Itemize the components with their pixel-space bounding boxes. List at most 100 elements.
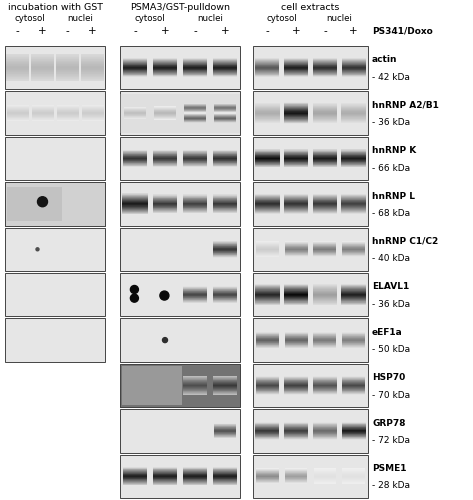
Bar (7, 186, 62, 222)
Bar (32, 108, 53, 110)
Bar (313, 102, 337, 103)
Bar (56, 113, 79, 114)
Bar (213, 472, 237, 473)
Bar (256, 256, 279, 257)
Bar (313, 122, 337, 124)
Bar (342, 164, 366, 166)
Bar (313, 68, 337, 70)
Bar (255, 297, 280, 298)
Bar (213, 154, 237, 155)
Bar (56, 118, 79, 119)
Bar (342, 295, 366, 296)
Bar (314, 475, 336, 476)
Bar (314, 336, 336, 337)
Bar (314, 476, 336, 478)
Bar (153, 195, 177, 196)
Bar (313, 386, 337, 387)
Bar (184, 108, 206, 109)
Bar (313, 382, 337, 383)
Bar (342, 481, 365, 482)
Bar (284, 102, 308, 103)
Bar (31, 64, 54, 65)
Bar (342, 68, 366, 69)
Bar (342, 249, 365, 250)
Bar (342, 116, 366, 117)
Circle shape (37, 196, 47, 206)
Bar (342, 72, 366, 73)
Bar (183, 211, 207, 212)
Bar (122, 206, 148, 207)
Bar (314, 478, 336, 480)
Bar (6, 73, 29, 74)
Bar (255, 154, 280, 155)
Bar (255, 156, 280, 157)
Bar (255, 106, 280, 107)
Bar (183, 197, 207, 198)
Bar (284, 392, 308, 393)
Bar (81, 116, 104, 117)
Bar (214, 429, 236, 430)
Bar (284, 429, 308, 430)
Bar (255, 200, 280, 202)
Bar (284, 64, 308, 66)
Bar (342, 304, 366, 305)
Bar (253, 273, 368, 316)
Bar (342, 436, 366, 438)
Bar (255, 64, 279, 65)
Bar (56, 76, 79, 78)
Bar (253, 454, 368, 498)
Bar (184, 298, 207, 299)
Bar (342, 386, 366, 387)
Bar (184, 292, 207, 294)
Bar (313, 158, 337, 160)
Bar (313, 300, 337, 302)
Bar (122, 210, 148, 211)
Bar (6, 78, 29, 79)
Bar (284, 161, 308, 162)
Bar (213, 388, 237, 389)
Bar (81, 114, 104, 116)
Bar (123, 155, 147, 156)
Bar (313, 162, 337, 164)
Bar (255, 425, 279, 426)
Bar (184, 105, 206, 106)
Bar (183, 201, 207, 202)
Bar (342, 154, 366, 155)
Bar (342, 294, 366, 295)
Bar (81, 111, 104, 112)
Bar (255, 116, 280, 117)
Bar (153, 211, 177, 212)
Bar (313, 104, 337, 106)
Bar (183, 382, 207, 383)
Bar (284, 156, 308, 157)
Bar (80, 57, 105, 58)
Bar (285, 242, 307, 243)
Bar (56, 116, 79, 117)
Bar (255, 288, 280, 289)
Bar (313, 206, 337, 208)
Bar (213, 376, 237, 377)
Bar (124, 112, 146, 114)
Bar (214, 111, 236, 112)
Bar (153, 160, 177, 161)
Bar (32, 112, 53, 113)
Bar (284, 204, 308, 205)
Bar (214, 426, 236, 428)
Bar (255, 388, 279, 389)
Bar (123, 482, 147, 483)
Bar (342, 70, 366, 72)
Bar (183, 478, 207, 480)
Bar (256, 345, 279, 346)
Bar (7, 118, 28, 119)
Bar (253, 364, 368, 407)
Bar (153, 201, 177, 202)
Bar (153, 196, 177, 198)
Bar (184, 290, 207, 292)
Bar (313, 157, 337, 158)
Text: - 72 kDa: - 72 kDa (372, 436, 410, 445)
Bar (255, 430, 279, 431)
Bar (284, 378, 308, 379)
Bar (255, 71, 279, 72)
Bar (153, 473, 177, 474)
Bar (213, 295, 236, 296)
